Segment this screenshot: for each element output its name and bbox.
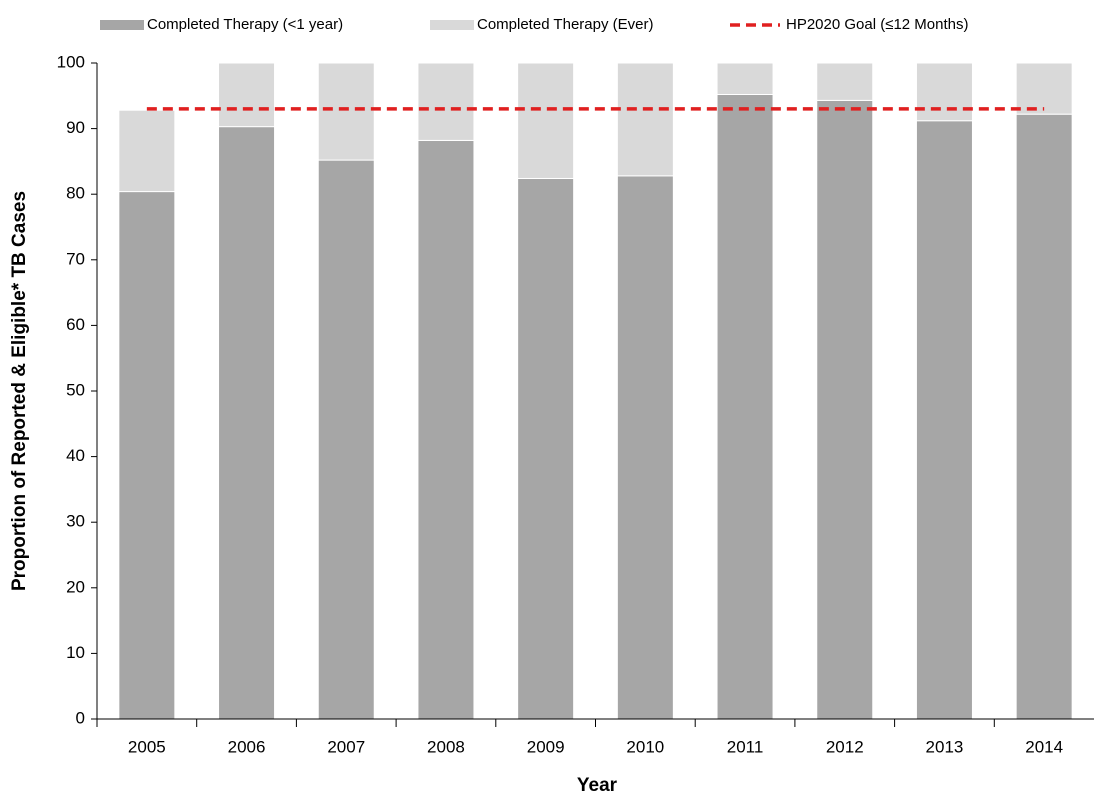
y-tick-label: 100 — [57, 52, 85, 71]
legend-label: Completed Therapy (<1 year) — [147, 16, 343, 33]
x-tick-label: 2014 — [1025, 737, 1063, 756]
y-tick-label: 10 — [66, 643, 85, 662]
bar-segment — [118, 191, 176, 720]
bar-segment — [317, 62, 375, 161]
y-tick-label: 40 — [66, 446, 85, 465]
x-tick-label: 2007 — [327, 737, 365, 756]
bar-segment — [716, 93, 774, 720]
bar-segment — [118, 109, 176, 193]
x-tick-label: 2013 — [926, 737, 964, 756]
bar-segment — [218, 62, 276, 128]
bar-segment — [915, 62, 973, 122]
y-tick-label: 20 — [66, 577, 85, 596]
y-tick-label: 90 — [66, 118, 85, 137]
y-tick-label: 0 — [76, 708, 85, 727]
legend-label: HP2020 Goal (≤12 Months) — [786, 16, 969, 33]
x-axis-title: Year — [577, 775, 618, 796]
bar-segment — [616, 175, 674, 720]
bar-segment — [517, 177, 575, 720]
x-tick-label: 2012 — [826, 737, 864, 756]
x-tick-label: 2008 — [427, 737, 465, 756]
bar-segment — [317, 159, 375, 720]
bar-segment — [417, 139, 475, 720]
bar-segment — [1015, 113, 1073, 720]
bar-segment — [1015, 62, 1073, 115]
x-tick-label: 2009 — [527, 737, 565, 756]
bar-segment — [218, 126, 276, 720]
legend-swatch — [430, 20, 474, 30]
bar-segment — [517, 62, 575, 179]
bar-segment — [716, 62, 774, 95]
bar-segment — [816, 99, 874, 720]
bar-segment — [816, 62, 874, 101]
legend: Completed Therapy (<1 year) Completed The… — [100, 16, 969, 33]
x-tick-label: 2011 — [727, 737, 764, 756]
bar-segment — [616, 62, 674, 177]
y-tick-label: 60 — [66, 315, 85, 334]
y-tick-label: 50 — [66, 380, 85, 399]
x-tick-label: 2005 — [128, 737, 166, 756]
x-tick-label: 2010 — [626, 737, 664, 756]
y-tick-label: 70 — [66, 249, 85, 268]
y-tick-label: 30 — [66, 512, 85, 531]
bar-segment — [417, 62, 475, 141]
legend-label: Completed Therapy (Ever) — [477, 16, 653, 33]
x-tick-label: 2006 — [228, 737, 266, 756]
bar-segment — [915, 120, 973, 720]
legend-swatch — [100, 20, 144, 30]
y-tick-label: 80 — [66, 184, 85, 203]
y-axis-title: Proportion of Reported & Eligible* TB Ca… — [9, 191, 30, 591]
